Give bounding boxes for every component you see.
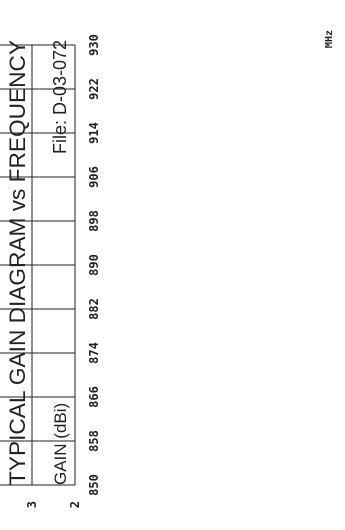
x-tick-label: 914 xyxy=(87,122,101,144)
x-tick-label: 930 xyxy=(87,34,101,56)
y-axis-label: GAIN (dBi) xyxy=(51,403,70,485)
gain-tick-labels: 234567 xyxy=(25,501,82,508)
x-unit-label: MHz xyxy=(324,30,335,48)
x-tick-label: 866 xyxy=(87,386,101,408)
file-label: File: D-03-072 xyxy=(50,40,70,154)
x-tick-label: 922 xyxy=(87,78,101,100)
x-tick-label: 858 xyxy=(87,430,101,452)
chart-title: TYPICAL GAIN DIAGRAM vs FREQUENCY xyxy=(5,40,30,485)
x-tick-label: 906 xyxy=(87,166,101,188)
y-tick-label: 2 xyxy=(68,501,82,508)
y-tick-label: 3 xyxy=(25,501,39,508)
x-tick-label: 882 xyxy=(87,298,101,320)
x-tick-label: 890 xyxy=(87,254,101,276)
x-tick-label: 850 xyxy=(87,474,101,496)
frequency-tick-labels: 850 858 866 874 882 890 898 906 914 922 930 xyxy=(87,34,101,496)
x-tick-label: 898 xyxy=(87,210,101,232)
grid xyxy=(0,44,76,486)
x-tick-label: 874 xyxy=(87,342,101,364)
